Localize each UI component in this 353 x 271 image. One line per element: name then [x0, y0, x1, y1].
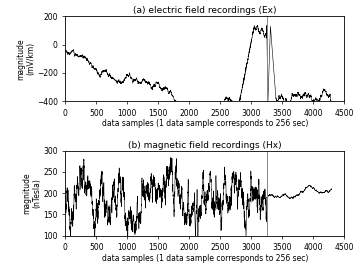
Title: (a) electric field recordings (Ex): (a) electric field recordings (Ex): [133, 7, 276, 15]
Y-axis label: magnitude
(nTesla): magnitude (nTesla): [22, 172, 42, 214]
X-axis label: data samples (1 data sample corresponds to 256 sec): data samples (1 data sample corresponds …: [102, 119, 308, 128]
X-axis label: data samples (1 data sample corresponds to 256 sec): data samples (1 data sample corresponds …: [102, 254, 308, 263]
Title: (b) magnetic field recordings (Hx): (b) magnetic field recordings (Hx): [128, 141, 282, 150]
Y-axis label: magnitude
(mV/km): magnitude (mV/km): [16, 38, 35, 80]
